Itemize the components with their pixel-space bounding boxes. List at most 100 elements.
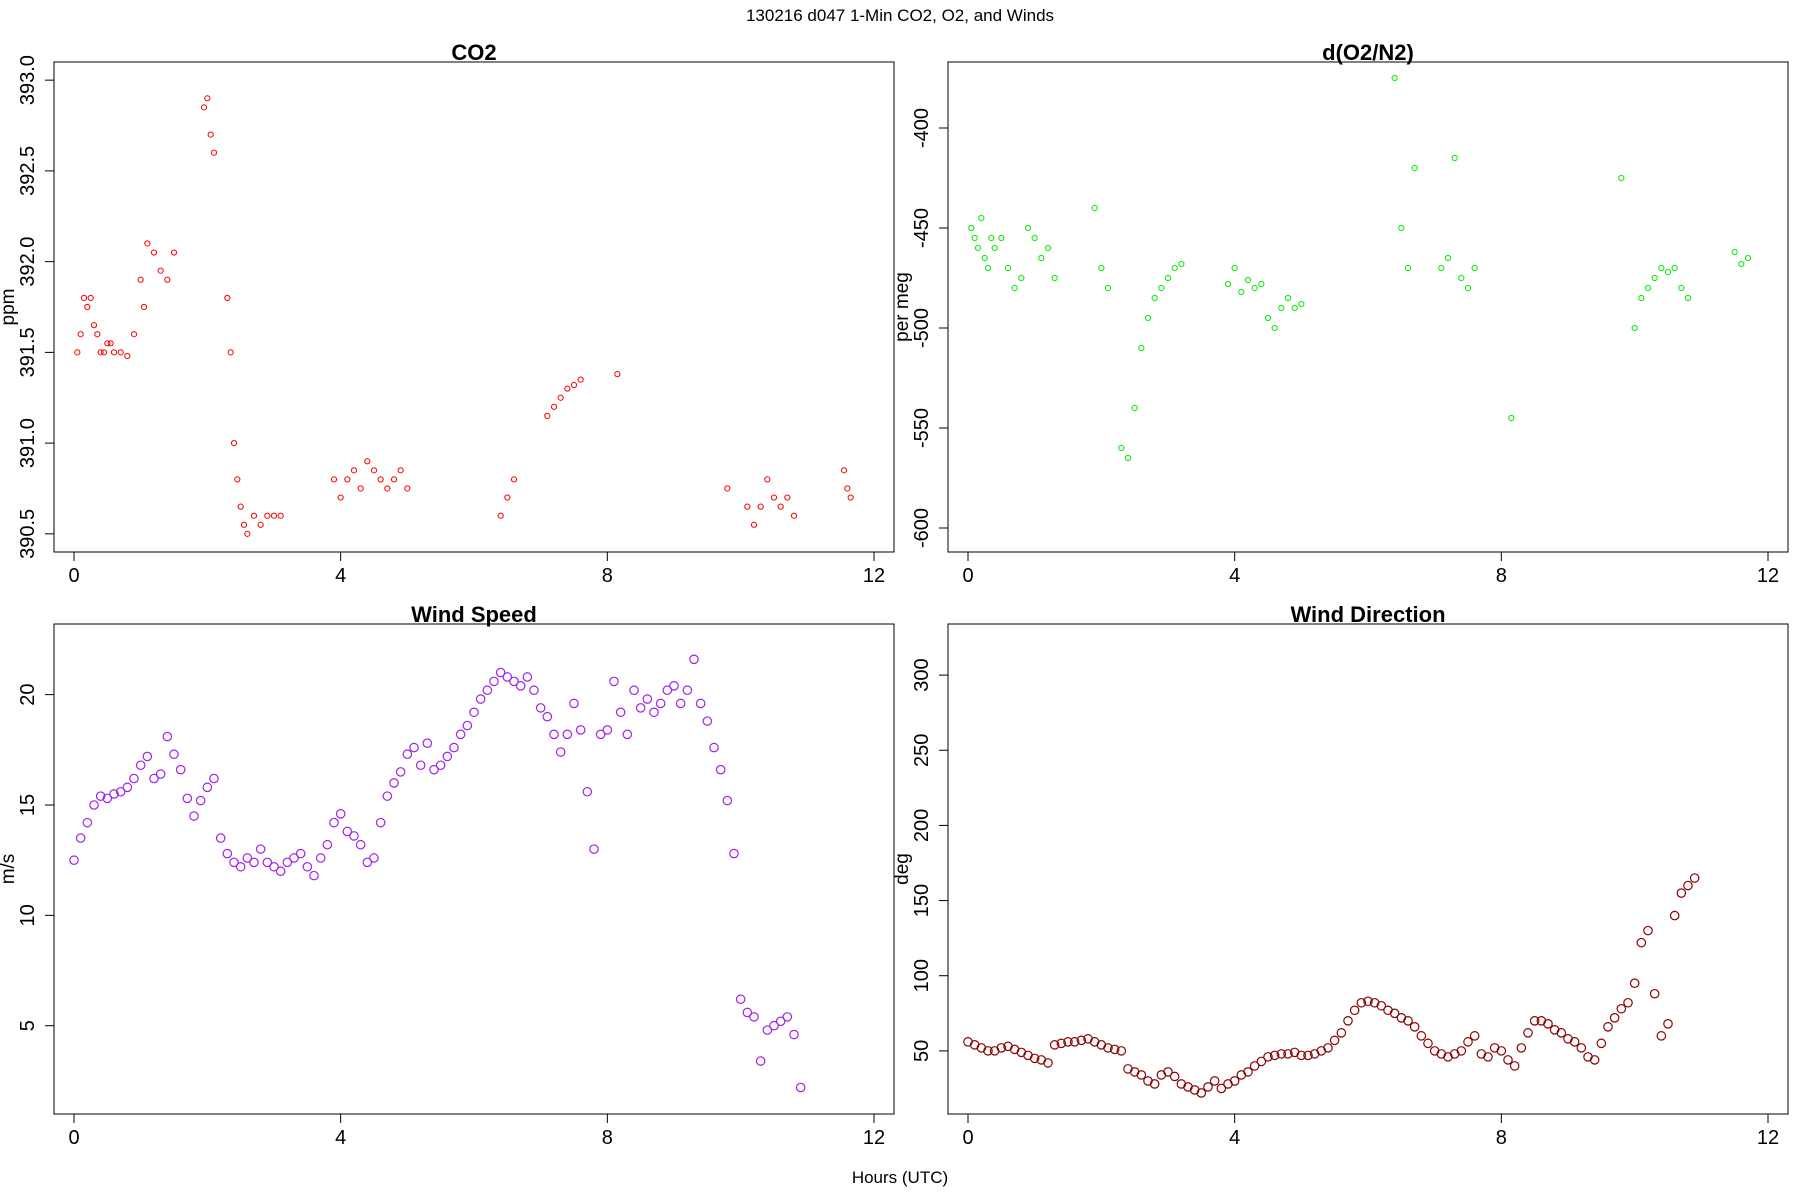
wind_direction-data-point <box>1243 1067 1253 1077</box>
co2-data-point <box>240 521 248 528</box>
co2-data-point <box>124 352 131 360</box>
wind_speed-data-point <box>362 857 373 868</box>
o2-data-point <box>984 264 992 272</box>
co2-data-point <box>144 240 151 247</box>
wind_direction-data-point <box>1576 1043 1587 1053</box>
wind_direction-data-point <box>1403 1016 1413 1026</box>
figure-suptitle: 130216 d047 1-Min CO2, O2, and Winds <box>745 6 1055 25</box>
wind_speed-data-point <box>222 848 233 859</box>
o2-data-point <box>1278 304 1285 312</box>
wind_speed-data-point <box>369 853 379 863</box>
wind_direction-data-point <box>1603 1022 1613 1032</box>
o2-xtick-label: 12 <box>1757 565 1779 587</box>
co2-data-point <box>784 494 791 501</box>
co2-data-point <box>264 512 271 519</box>
wind_speed-data-point <box>695 698 706 709</box>
co2-data-point <box>557 394 564 401</box>
o2-data-point <box>1031 234 1038 242</box>
wind_direction-data-point <box>1389 1008 1400 1019</box>
co2-data-point <box>97 349 104 356</box>
wind_speed-data-point <box>482 685 493 696</box>
wind_speed-xtick-label: 8 <box>602 1127 613 1149</box>
wind_speed-data-point <box>149 773 159 784</box>
wind_speed-data-point <box>262 857 273 868</box>
wind_direction-data-point <box>1076 1035 1087 1046</box>
co2-data-point <box>77 331 84 338</box>
o2-data-point <box>1671 264 1678 272</box>
wind_direction-xtick-label: 12 <box>1757 1127 1779 1149</box>
wind_speed-data-point <box>289 853 299 863</box>
wind_speed-data-point <box>722 795 733 806</box>
o2-data-point <box>1251 284 1258 292</box>
wind_speed-data-point <box>629 685 639 696</box>
wind_direction-data-point <box>1249 1061 1260 1071</box>
wind_direction-data-point <box>1556 1028 1567 1038</box>
wind_speed-data-point <box>535 703 546 713</box>
wind_speed-data-point <box>315 853 326 863</box>
wind_direction-data-point <box>1043 1058 1053 1068</box>
wind_direction-data-point <box>1136 1070 1147 1080</box>
co2-data-point <box>497 512 504 519</box>
o2-data-point <box>1124 454 1132 462</box>
wind_direction-data-point <box>1296 1050 1307 1061</box>
wind_speed-data-point <box>689 654 699 665</box>
wind_direction-data-point <box>1596 1038 1607 1049</box>
wind_direction-data-point <box>1376 1000 1387 1011</box>
wind_speed-data-point <box>455 729 466 740</box>
o2-data-point <box>1151 294 1158 302</box>
wind_speed-data-point <box>135 760 146 771</box>
co2-xtick-label: 12 <box>863 565 885 587</box>
wind_direction-ytick-label: 200 <box>911 809 933 842</box>
co2-ytick-label: 391.5 <box>17 327 39 377</box>
wind_direction-ytick-label: 150 <box>911 884 933 917</box>
o2-data-point <box>1391 74 1398 82</box>
wind_direction-data-point <box>1196 1088 1207 1098</box>
wind_speed-data-point <box>642 694 653 704</box>
wind_direction-data-point <box>1689 873 1700 883</box>
wind_speed-data-point <box>729 848 739 859</box>
o2-data-point <box>1224 280 1232 288</box>
o2-data-point <box>1024 224 1032 232</box>
wind_direction-data-point <box>1469 1031 1480 1041</box>
o2-title: d(O2/N2) <box>1322 40 1414 65</box>
co2-data-point <box>137 276 144 283</box>
o2-data-point <box>998 234 1005 242</box>
o2-data-point <box>1271 324 1278 332</box>
wind_speed-data-point <box>302 861 313 872</box>
wind_speed-data-point <box>269 861 279 872</box>
wind_speed-data-point <box>542 711 553 722</box>
wind_direction-data-point <box>1483 1052 1493 1062</box>
o2-data-point <box>1644 284 1652 292</box>
wind_speed-data-point <box>795 1082 806 1093</box>
wind_direction-data-point <box>1636 937 1647 948</box>
co2-data-point <box>140 303 148 311</box>
o2-data-point <box>1131 404 1138 412</box>
co2-data-point <box>110 349 118 356</box>
co2-data-point <box>210 149 218 156</box>
wind_direction-data-point <box>983 1046 993 1056</box>
co2-data-point <box>117 349 124 356</box>
wind_speed-data-point <box>555 747 566 757</box>
wind_speed-data-point <box>655 698 666 709</box>
wind_speed-data-point <box>575 725 586 735</box>
co2-data-point <box>104 340 111 347</box>
wind_direction-data-point <box>1423 1038 1433 1049</box>
wind_speed-data-point <box>562 729 573 740</box>
wind_speed-data-point <box>789 1029 799 1040</box>
wind_speed-data-point <box>409 742 419 753</box>
co2-data-point <box>94 331 101 338</box>
co2-xtick-label: 8 <box>602 565 613 587</box>
wind_speed-data-point <box>195 795 206 806</box>
wind_speed-data-point <box>495 667 506 678</box>
wind_speed-data-point <box>282 857 293 868</box>
wind_direction-data-point <box>1256 1056 1267 1067</box>
wind_speed-plot-frame <box>53 623 895 1115</box>
wind_direction-xtick-label: 8 <box>1496 1127 1507 1149</box>
wind_direction-data-point <box>1329 1035 1340 1046</box>
wind_speed-data-point <box>702 716 713 726</box>
wind-direction-panel: Wind Direction deg 0 4 8 12 50 100 150 200 250 300 <box>892 602 1789 1149</box>
o2-ytick-label: -450 <box>911 208 933 248</box>
wind_speed-data-point <box>155 769 166 779</box>
wind_direction-data-point <box>1109 1044 1120 1055</box>
